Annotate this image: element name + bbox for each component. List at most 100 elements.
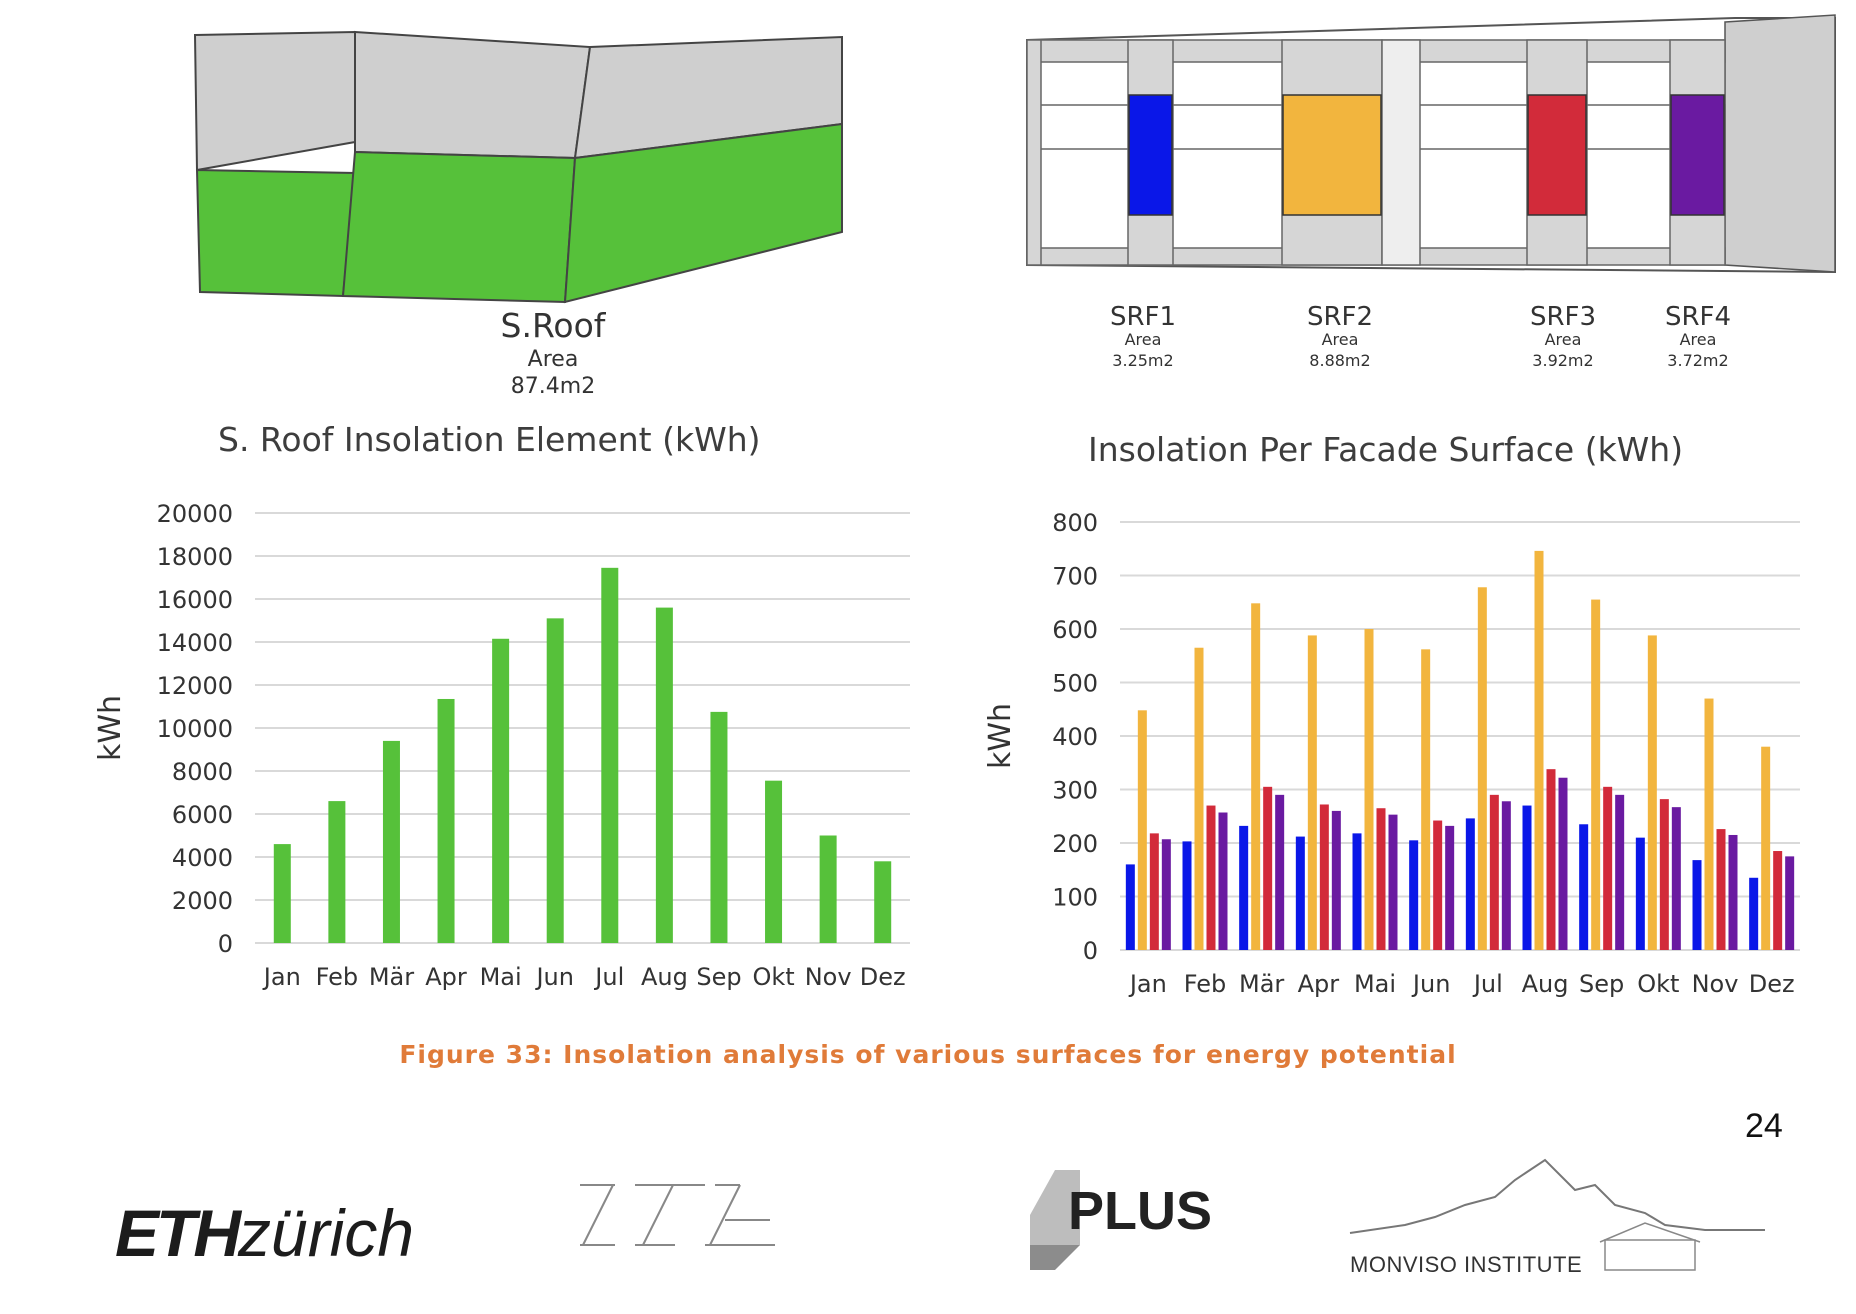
x-tick-label: Jul [1472, 970, 1503, 998]
bar-srf4-dez [1785, 856, 1795, 950]
x-tick-label: Mai [1354, 970, 1396, 998]
roof-area-value: 87.4m2 [511, 374, 595, 399]
roof-area-label: Area [528, 347, 579, 372]
bar-jan [273, 844, 291, 943]
srf1-surface [1128, 94, 1173, 216]
bar-srf4-apr [1331, 810, 1341, 950]
bar-nov [819, 835, 837, 943]
x-tick-label: Mai [480, 963, 522, 991]
bar-srf2-mai [1364, 629, 1374, 950]
x-tick-label: Dez [1749, 970, 1795, 998]
y-tick-label: 100 [1052, 884, 1098, 912]
plus-logo-mark [1030, 1170, 1080, 1270]
bar-srf2-feb [1194, 647, 1204, 950]
bar-srf1-nov [1692, 860, 1702, 950]
srf2-surface [1282, 94, 1382, 216]
srf4-area-label: Area [1680, 330, 1717, 349]
x-tick-label: Apr [1298, 970, 1340, 998]
bar-srf2-aug [1534, 550, 1544, 950]
roof-chart-title: S. Roof Insolation Element (kWh) [218, 420, 761, 459]
bar-srf3-feb [1206, 805, 1216, 950]
bar-srf2-mär [1251, 603, 1261, 950]
x-tick-label: Jun [534, 963, 574, 991]
y-tick-label: 400 [1052, 723, 1098, 751]
srf3-surface [1527, 94, 1587, 216]
bar-srf1-mär [1239, 825, 1249, 950]
bar-srf2-apr [1307, 635, 1317, 950]
monviso-mountain-mark [1349, 1158, 1765, 1271]
figure-caption: Figure 33: Insolation analysis of variou… [399, 1040, 1457, 1069]
srf1-area-value: 3.25m2 [1112, 351, 1173, 370]
bar-srf1-jan [1125, 864, 1135, 950]
y-axis-label: kWh [983, 703, 1018, 769]
x-tick-label: Aug [1522, 970, 1569, 998]
srf3-area-label: Area [1545, 330, 1582, 349]
facade-label-srf3: SRF3 Area 3.92m2 [1530, 302, 1596, 370]
y-tick-label: 12000 [157, 672, 233, 700]
y-tick-label: 10000 [157, 715, 233, 743]
bar-srf4-jun [1445, 825, 1455, 950]
bar-srf2-jan [1137, 710, 1147, 950]
srf4-name: SRF4 [1665, 302, 1731, 332]
srf3-area-value: 3.92m2 [1532, 351, 1593, 370]
x-tick-label: Mär [369, 963, 414, 991]
bar-srf1-dez [1749, 877, 1759, 950]
bar-srf1-apr [1295, 836, 1305, 950]
bar-srf4-jul [1501, 801, 1511, 950]
y-tick-label: 2000 [172, 887, 233, 915]
bar-jun [546, 618, 564, 943]
facade-chart-title: Insolation Per Facade Surface (kWh) [1088, 430, 1684, 469]
x-tick-label: Okt [752, 963, 794, 991]
y-tick-label: 600 [1052, 616, 1098, 644]
bar-mär [382, 740, 400, 943]
bar-srf3-dez [1773, 851, 1783, 950]
bar-srf1-feb [1182, 841, 1192, 950]
x-tick-label: Mär [1239, 970, 1284, 998]
x-tick-label: Feb [1184, 970, 1227, 998]
x-tick-label: Jul [593, 963, 624, 991]
x-tick-label: Okt [1637, 970, 1679, 998]
srf1-name: SRF1 [1110, 302, 1176, 332]
srf1-area-label: Area [1125, 330, 1162, 349]
eth-zurich-logo: ETHzürich [115, 1195, 414, 1271]
srf4-area-value: 3.72m2 [1667, 351, 1728, 370]
bar-srf1-jul [1465, 818, 1475, 950]
bar-srf3-sep [1603, 786, 1613, 950]
bar-srf3-apr [1319, 804, 1329, 950]
y-tick-label: 8000 [172, 758, 233, 786]
roof-green-band [195, 122, 843, 304]
bar-srf4-mai [1388, 814, 1398, 950]
roof-drawing: S.Roof Area 87.4m2 [193, 30, 843, 399]
x-tick-label: Sep [696, 963, 741, 991]
y-tick-label: 4000 [172, 844, 233, 872]
x-tick-label: Apr [425, 963, 467, 991]
roof-name-label: S.Roof [501, 306, 607, 345]
facade-label-srf2: SRF2 Area 8.88m2 [1307, 302, 1373, 370]
facade-label-srf1: SRF1 Area 3.25m2 [1110, 302, 1176, 370]
bar-srf4-sep [1615, 794, 1625, 950]
monviso-logo-text: MONVISO INSTITUTE [1350, 1252, 1583, 1277]
bar-okt [765, 780, 783, 943]
bar-srf1-jun [1409, 840, 1419, 950]
bar-jul [601, 567, 619, 943]
bar-srf3-jul [1489, 794, 1499, 950]
eth-logo-bold: ETH [115, 1196, 241, 1270]
bar-srf2-jun [1421, 649, 1431, 950]
y-tick-label: 300 [1052, 777, 1098, 805]
bar-srf4-feb [1218, 812, 1228, 950]
x-tick-label: Nov [1692, 970, 1739, 998]
bar-srf2-dez [1761, 746, 1771, 950]
bar-srf3-mär [1263, 786, 1273, 950]
bar-srf2-sep [1591, 599, 1601, 950]
x-tick-label: Feb [316, 963, 359, 991]
srf4-surface [1670, 94, 1725, 216]
x-tick-label: Jun [1411, 970, 1451, 998]
x-tick-label: Nov [805, 963, 852, 991]
bar-srf4-aug [1558, 777, 1568, 950]
y-tick-label: 16000 [157, 586, 233, 614]
bar-srf4-mär [1275, 794, 1285, 950]
bar-srf3-mai [1376, 808, 1386, 950]
y-tick-label: 0 [218, 930, 233, 958]
bar-srf4-okt [1671, 807, 1681, 950]
bar-srf3-jun [1433, 820, 1443, 950]
